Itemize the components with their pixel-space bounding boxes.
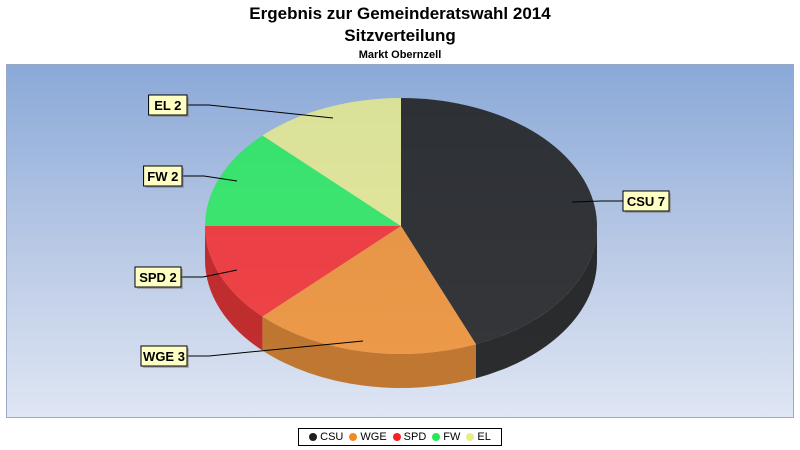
leader-line — [187, 104, 334, 119]
leader-line — [571, 200, 623, 203]
legend-swatch — [309, 433, 318, 441]
data-label-box — [622, 190, 670, 212]
legend-item: SPD — [392, 431, 427, 443]
leader-line — [187, 340, 364, 357]
legend-item: FW — [432, 431, 460, 443]
data-label: EL 2 — [154, 98, 181, 113]
data-label-box — [148, 94, 188, 116]
data-label-box — [140, 345, 188, 367]
pie-side-csu — [476, 226, 597, 379]
plot-area: CSU 7 WGE 3 SPD 2 FW 2 EL 2 — [6, 64, 794, 418]
legend-swatch — [392, 433, 401, 441]
data-label: SPD 2 — [139, 270, 177, 285]
legend-item: WGE — [349, 431, 387, 443]
legend-label: WGE — [360, 431, 387, 443]
legend-swatch — [349, 433, 358, 441]
legend-swatch — [432, 433, 441, 441]
chart-title: Ergebnis zur Gemeinderatswahl 2014 — [249, 4, 551, 23]
legend-swatch — [466, 433, 475, 441]
legend: CSU WGE SPD FW EL — [298, 428, 502, 446]
leader-line — [181, 269, 238, 278]
legend-label: SPD — [403, 431, 427, 443]
chart-subtitle-location: Markt Obernzell — [358, 49, 442, 61]
data-label-box — [134, 266, 182, 288]
pie-slice-wge — [262, 226, 477, 354]
data-label-box — [143, 165, 183, 187]
legend-label: EL — [477, 431, 491, 443]
data-label: WGE 3 — [143, 349, 185, 364]
pie-slice-spd — [205, 226, 401, 317]
pie-side-spd — [205, 226, 263, 351]
leader-line — [182, 175, 238, 182]
pie-slice-csu — [401, 98, 598, 345]
data-label: FW 2 — [147, 169, 178, 184]
legend-item: EL — [466, 431, 491, 443]
pie-slice-fw — [205, 135, 401, 226]
legend-label: CSU — [320, 431, 344, 443]
pie-side-wge — [262, 316, 477, 388]
data-label: CSU 7 — [627, 194, 665, 209]
legend-label: FW — [443, 431, 461, 443]
legend-item: CSU — [309, 431, 343, 443]
pie-slice-el — [262, 98, 401, 226]
chart-subtitle: Sitzverteilung — [344, 26, 456, 45]
pie-chart: CSU 7 WGE 3 SPD 2 FW 2 EL 2 — [134, 94, 671, 388]
